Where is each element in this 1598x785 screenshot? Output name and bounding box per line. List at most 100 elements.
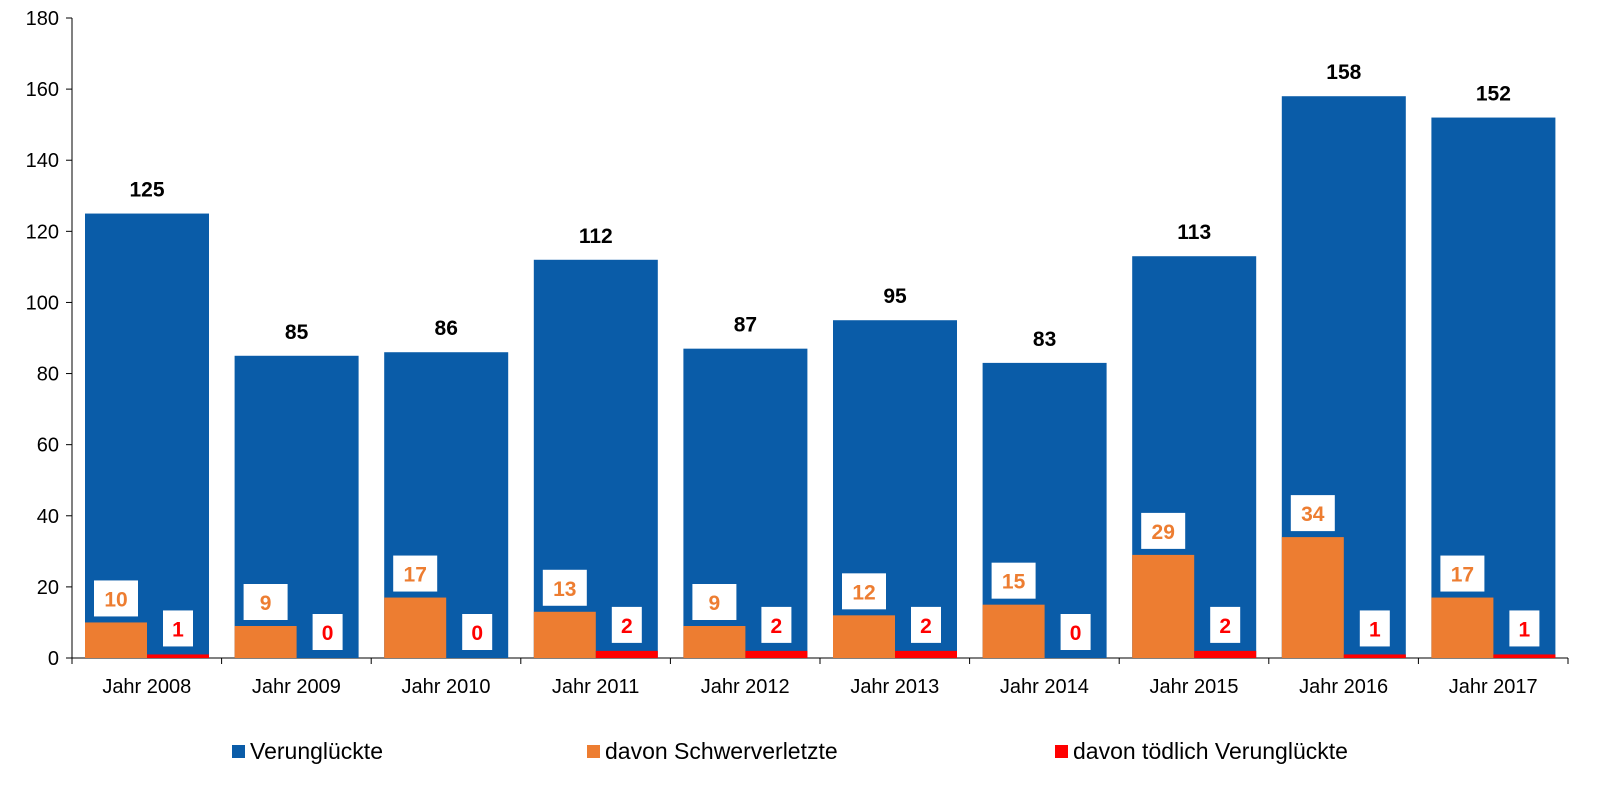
bar-toedlich xyxy=(595,650,658,658)
y-tick-label: 180 xyxy=(26,8,59,30)
legend-swatch-red xyxy=(1055,745,1068,758)
y-tick-label: 120 xyxy=(26,221,59,243)
x-tick-label: Jahr 2010 xyxy=(402,676,491,698)
data-label-toedlich: 2 xyxy=(920,615,932,638)
data-label-verunglueckte: 152 xyxy=(1476,83,1511,106)
y-tick-label: 80 xyxy=(37,364,59,386)
data-label-schwerverletzte: 9 xyxy=(709,592,721,615)
legend-label: davon Schwerverletzte xyxy=(605,738,838,764)
data-label-box xyxy=(1060,614,1091,650)
data-label-box xyxy=(1141,512,1186,549)
x-tick-label: Jahr 2016 xyxy=(1299,676,1388,698)
y-tick-label: 40 xyxy=(37,506,59,528)
data-label-toedlich: 0 xyxy=(1070,622,1082,645)
bar-toedlich xyxy=(1493,654,1556,658)
data-label-toedlich: 2 xyxy=(621,615,633,638)
data-label-toedlich: 2 xyxy=(771,615,783,638)
legend-item-verunglueckte: Verunglückte xyxy=(232,738,383,765)
bar-schwerverletzte xyxy=(982,604,1045,658)
x-tick-label: Jahr 2015 xyxy=(1150,676,1239,698)
data-label-verunglueckte: 125 xyxy=(129,179,164,202)
data-label-box xyxy=(611,606,642,643)
data-label-toedlich: 1 xyxy=(1519,618,1531,641)
data-label-verunglueckte: 85 xyxy=(285,321,309,344)
x-tick-label: Jahr 2008 xyxy=(102,676,191,698)
data-label-box xyxy=(761,606,792,643)
bars xyxy=(85,96,1556,659)
bar-schwerverletzte xyxy=(1132,554,1195,658)
x-tick-label: Jahr 2014 xyxy=(1000,676,1089,698)
data-label-box xyxy=(991,562,1036,599)
bar-toedlich xyxy=(745,650,808,658)
data-label-box xyxy=(462,614,493,650)
data-label-box xyxy=(842,573,886,610)
data-label-box xyxy=(393,555,438,592)
data-label-box xyxy=(1210,606,1241,643)
data-label-verunglueckte: 86 xyxy=(435,317,458,340)
data-label-box xyxy=(1359,610,1390,647)
bar-schwerverletzte xyxy=(1431,597,1494,658)
x-tick-label: Jahr 2012 xyxy=(701,676,790,698)
data-label-schwerverletzte: 12 xyxy=(852,581,875,604)
y-tick-label: 160 xyxy=(26,79,59,101)
data-label-toedlich: 2 xyxy=(1219,615,1231,638)
data-label-box xyxy=(911,606,941,643)
data-label-schwerverletzte: 17 xyxy=(404,564,427,587)
legend: Verunglückte davon Schwerverletzte davon… xyxy=(0,738,1598,772)
data-label-verunglueckte: 112 xyxy=(579,225,613,248)
bar-schwerverletzte xyxy=(384,597,447,658)
data-labels: 1251018590861701121328792951228315011329… xyxy=(94,61,1540,650)
bar-toedlich xyxy=(1343,654,1406,658)
bar-schwerverletzte xyxy=(533,611,596,658)
y-tick-label: 60 xyxy=(37,435,59,457)
data-label-box xyxy=(243,584,288,620)
bar-schwerverletzte xyxy=(234,626,297,658)
y-tick-label: 20 xyxy=(37,577,59,599)
bar-toedlich xyxy=(147,654,209,658)
data-label-schwerverletzte: 15 xyxy=(1002,571,1026,594)
data-label-schwerverletzte: 17 xyxy=(1451,564,1474,587)
data-label-toedlich: 0 xyxy=(322,622,334,645)
data-label-schwerverletzte: 10 xyxy=(104,588,127,611)
legend-swatch-blue xyxy=(232,745,245,758)
bar-toedlich xyxy=(1194,650,1257,658)
y-tick-label: 140 xyxy=(26,150,59,172)
data-label-box xyxy=(94,580,138,617)
data-label-box xyxy=(1509,610,1540,647)
x-tick-label: Jahr 2009 xyxy=(252,676,341,698)
data-label-toedlich: 0 xyxy=(471,622,483,645)
y-tick-label: 0 xyxy=(48,648,59,670)
y-tick-label: 100 xyxy=(26,292,59,314)
data-label-verunglueckte: 87 xyxy=(734,314,757,337)
legend-item-toedlich: davon tödlich Verunglückte xyxy=(1055,738,1348,765)
data-label-toedlich: 1 xyxy=(172,618,184,641)
data-label-verunglueckte: 95 xyxy=(883,285,907,308)
legend-label: davon tödlich Verunglückte xyxy=(1073,738,1348,764)
legend-label: Verunglückte xyxy=(250,738,383,764)
data-label-box xyxy=(1290,495,1335,532)
data-label-verunglueckte: 113 xyxy=(1177,221,1211,244)
data-label-verunglueckte: 83 xyxy=(1033,328,1056,351)
bar-schwerverletzte xyxy=(1281,537,1344,658)
bar-schwerverletzte xyxy=(833,615,895,658)
data-label-box xyxy=(542,569,587,606)
data-label-verunglueckte: 158 xyxy=(1326,61,1361,84)
data-label-box xyxy=(163,610,193,647)
data-label-box xyxy=(692,584,737,620)
data-label-box xyxy=(1440,555,1485,592)
bar-schwerverletzte xyxy=(85,622,147,658)
legend-item-schwerverletzte: davon Schwerverletzte xyxy=(587,738,838,765)
data-label-schwerverletzte: 34 xyxy=(1301,503,1325,526)
bar-toedlich xyxy=(895,650,957,658)
x-tick-label: Jahr 2017 xyxy=(1449,676,1538,698)
data-label-schwerverletzte: 9 xyxy=(260,592,272,615)
bar-schwerverletzte xyxy=(683,626,746,658)
data-label-box xyxy=(312,614,343,650)
x-tick-label: Jahr 2011 xyxy=(552,676,639,698)
data-label-toedlich: 1 xyxy=(1369,618,1381,641)
data-label-schwerverletzte: 13 xyxy=(553,578,576,601)
legend-swatch-orange xyxy=(587,745,600,758)
data-label-schwerverletzte: 29 xyxy=(1152,521,1175,544)
